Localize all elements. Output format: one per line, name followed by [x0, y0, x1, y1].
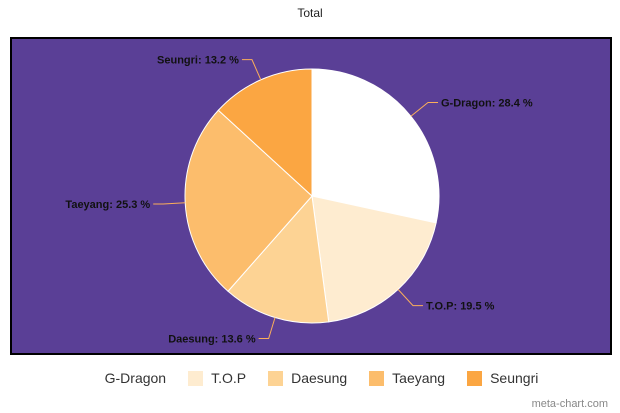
plot-area: G-Dragon: 28.4 % T.O.P: 19.5 % Daesung: 13…	[10, 37, 612, 355]
slice-label-t-o-p: T.O.P: 19.5 %	[426, 301, 495, 313]
legend-swatch	[188, 370, 204, 386]
legend-label: Seungri	[490, 370, 539, 386]
legend-item-daesung[interactable]: Daesung	[268, 370, 347, 386]
connector-seungri	[241, 59, 262, 80]
legend-item-t-o-p[interactable]: T.O.P	[188, 370, 246, 386]
slice-label-seungri: Seungri: 13.2 %	[157, 55, 239, 67]
connector-g-dragon	[410, 101, 438, 117]
pie-chart: G-Dragon: 28.4 % T.O.P: 19.5 % Daesung: 13…	[65, 55, 533, 346]
pie-slice-seungri[interactable]	[217, 68, 313, 198]
legend-swatch	[369, 370, 385, 386]
chart-title: Total	[297, 6, 323, 20]
legend-label: Daesung	[291, 370, 348, 386]
legend-item-g-dragon[interactable]: G-Dragon	[81, 370, 167, 386]
watermark: meta-chart.com	[531, 398, 608, 410]
pie-slice-t-o-p[interactable]	[311, 195, 437, 323]
connector-daesung	[258, 317, 276, 340]
connector-t-o-p	[397, 289, 423, 307]
pie-slice-g-dragon[interactable]	[311, 68, 440, 224]
connector-taeyang	[153, 202, 186, 205]
legend-item-seungri[interactable]: Seungri	[467, 370, 538, 386]
legend-item-taeyang[interactable]: Taeyang	[369, 370, 445, 386]
legend-label: Taeyang	[392, 370, 446, 386]
legend-swatch	[467, 370, 483, 386]
legend-swatch	[268, 370, 284, 386]
legend-swatch	[81, 370, 97, 386]
slice-label-g-dragon: G-Dragon: 28.4 %	[441, 97, 533, 109]
slice-label-taeyang: Taeyang: 25.3 %	[65, 199, 150, 211]
slice-label-daesung: Daesung: 13.6 %	[168, 334, 256, 346]
legend-label: G-Dragon	[104, 370, 167, 386]
legend: G-Dragon T.O.P Daesung Taeyang Seungri	[0, 370, 620, 386]
legend-label: T.O.P	[211, 370, 247, 386]
